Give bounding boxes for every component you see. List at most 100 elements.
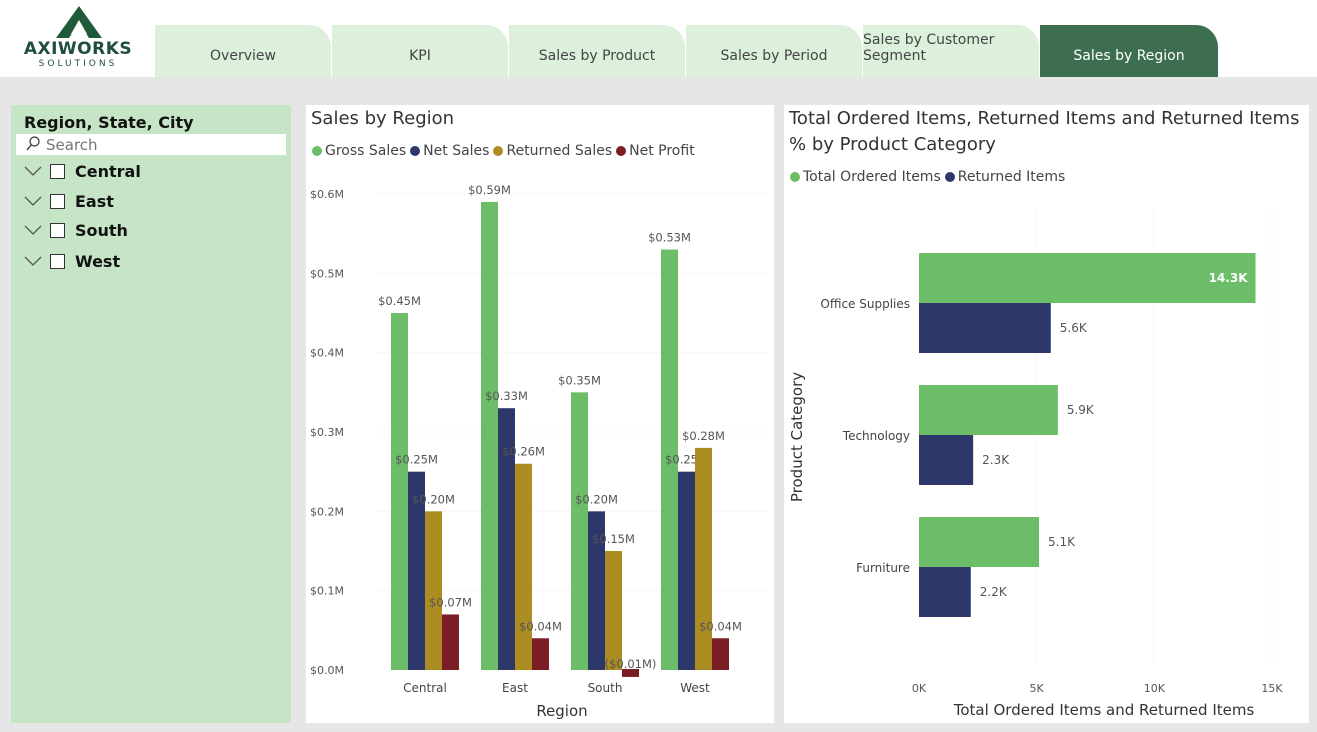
slicer-search[interactable] [16, 134, 286, 155]
x-tick-label: 10K [1144, 682, 1166, 695]
y-axis-title: Product Category [788, 372, 806, 502]
tab-sales-by-product[interactable]: Sales by Product [509, 25, 685, 77]
checkbox[interactable] [50, 163, 65, 179]
tab-sales-by-region[interactable]: Sales by Region [1040, 25, 1218, 77]
bar-gross-sales-south [571, 392, 588, 670]
data-label: 5.9K [1067, 403, 1095, 417]
data-label: $0.20M [412, 492, 455, 506]
legend-marker [944, 172, 955, 182]
y-tick-label: $0.5M [310, 267, 344, 280]
data-label: 2.3K [982, 453, 1010, 467]
checkbox[interactable] [50, 193, 65, 209]
x-tick-label: 0K [912, 682, 927, 695]
top-navigation-bar: AXIWORKS SOLUTIONS Overview KPI Sales by… [0, 0, 1317, 77]
data-label: $0.45M [378, 294, 421, 308]
company-logo: AXIWORKS SOLUTIONS [20, 6, 136, 72]
sales-by-region-visual[interactable]: Sales by Region Gross Sales Net Sales Re… [306, 105, 774, 723]
slicer-item-east[interactable]: East [24, 189, 274, 213]
chevron-down-icon[interactable] [24, 165, 42, 177]
legend-gross-sales[interactable]: Gross Sales [312, 143, 406, 159]
data-label: $0.04M [519, 619, 562, 633]
bar-total-ordered-items-office-supplies [919, 253, 1256, 303]
x-axis-title: Total Ordered Items and Returned Items [953, 701, 1255, 719]
data-label: $0.59M [468, 183, 511, 197]
data-label: $0.07M [429, 595, 472, 609]
x-tick-label: Central [403, 681, 447, 695]
chart-legend: Total Ordered Items Returned Items [790, 169, 1069, 185]
logo-subtitle: SOLUTIONS [38, 59, 118, 69]
legend-returned-sales[interactable]: Returned Sales [493, 143, 612, 159]
x-tick-label: 15K [1261, 682, 1283, 695]
slicer-item-label: East [75, 191, 114, 211]
tab-sales-by-period[interactable]: Sales by Period [686, 25, 862, 77]
bar-total-ordered-items-furniture [919, 517, 1040, 567]
legend-marker [410, 146, 421, 156]
search-input[interactable] [46, 134, 276, 155]
slicer-item-central[interactable]: Central [24, 159, 274, 183]
y-tick-label: Office Supplies [820, 297, 910, 311]
data-label: $0.20M [575, 492, 618, 506]
bar-net-sales-south [588, 511, 605, 670]
bar-net-sales-east [498, 408, 515, 670]
y-tick-label: $0.3M [310, 426, 344, 439]
legend-marker [312, 146, 322, 156]
bar-returned-items-technology [919, 435, 974, 485]
x-tick-label: West [680, 681, 710, 695]
data-label: 5.1K [1048, 535, 1076, 549]
product-category-chart: 0K 5K 10K 15K 14.3K 5.6K Office Supplies 5.9K 2.… [788, 210, 1283, 719]
y-tick-label: $0.1M [310, 585, 344, 598]
bar-gross-sales-central [391, 313, 408, 670]
bar-returned-sales-west [695, 447, 712, 670]
x-tick-label: South [588, 681, 623, 695]
logo-title: AXIWORKS [23, 39, 133, 59]
data-label: 2.2K [980, 585, 1008, 599]
chart-title: Total Ordered Items, Returned Items and … [789, 108, 1300, 155]
legend-label: Returned Items [957, 169, 1066, 185]
legend-label: Returned Sales [506, 143, 613, 159]
tab-kpi[interactable]: KPI [332, 25, 508, 77]
slicer-title: Region, State, City [24, 113, 194, 132]
tab-sales-by-customer-segment[interactable]: Sales by Customer Segment [863, 25, 1039, 77]
bar-gross-sales-east [481, 201, 498, 670]
chevron-down-icon[interactable] [24, 224, 42, 236]
x-tick-label: 5K [1030, 682, 1045, 695]
legend-returned-items[interactable]: Returned Items [944, 169, 1066, 185]
data-label: $0.25M [395, 453, 438, 467]
data-label: 14.3K [1209, 271, 1249, 285]
legend-label: Gross Sales [325, 143, 407, 159]
product-category-visual[interactable]: Total Ordered Items, Returned Items and … [784, 105, 1309, 723]
y-tick-label: Furniture [856, 561, 910, 575]
data-label: $0.35M [558, 373, 601, 387]
bar-net-profit-south [622, 669, 639, 677]
slicer-item-west[interactable]: West [24, 249, 274, 273]
bar-net-sales-west [678, 471, 695, 670]
legend-total-ordered-items[interactable]: Total Ordered Items [790, 169, 941, 185]
bar-returned-sales-south [605, 551, 622, 670]
y-tick-label: $0.0M [310, 664, 344, 677]
bar-net-sales-central [408, 471, 425, 670]
bar-gross-sales-west [661, 249, 678, 671]
bar-returned-items-furniture [919, 567, 971, 617]
chart-legend: Gross Sales Net Sales Returned Sales Net… [312, 143, 699, 159]
bar-net-profit-east [532, 638, 549, 670]
slicer-item-label: Central [75, 161, 141, 181]
checkbox[interactable] [50, 222, 65, 238]
slicer-item-south[interactable]: South [24, 218, 274, 242]
legend-label: Net Profit [629, 143, 695, 159]
tab-overview[interactable]: Overview [155, 25, 331, 77]
legend-marker [790, 172, 800, 182]
bar-total-ordered-items-technology [919, 385, 1058, 435]
legend-marker [493, 146, 504, 156]
chevron-down-icon[interactable] [24, 255, 42, 267]
checkbox[interactable] [50, 253, 65, 269]
legend-label: Net Sales [423, 143, 490, 159]
search-icon [26, 136, 40, 151]
data-label: $0.04M [699, 619, 742, 633]
legend-net-sales[interactable]: Net Sales [410, 143, 489, 159]
y-tick-label: $0.2M [310, 505, 344, 518]
legend-marker [616, 146, 627, 156]
legend-net-profit[interactable]: Net Profit [616, 143, 695, 159]
x-axis-title: Region [536, 702, 587, 720]
chevron-down-icon[interactable] [24, 195, 42, 207]
data-label: $0.26M [502, 445, 545, 459]
